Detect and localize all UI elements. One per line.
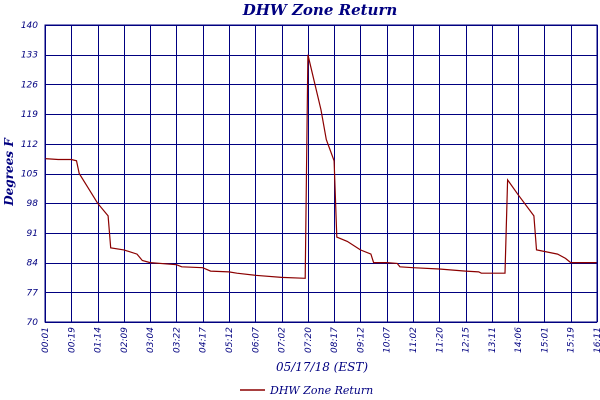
x-tick-label: 00:19 [67, 327, 77, 353]
x-tick-label: 15:01 [540, 327, 550, 353]
x-tick-label: 06:07 [251, 327, 261, 353]
x-tick-label: 01:14 [94, 327, 104, 353]
x-tick-label: 13:11 [488, 327, 498, 353]
y-tick-label: 112 [21, 140, 38, 150]
x-tick-label: 07:02 [278, 327, 288, 353]
y-tick-labels: 70 77 84 91 98 105 112 119 126 133 140 [21, 21, 38, 328]
x-axis-label: 05/17/18 (EST) [276, 360, 368, 374]
y-tick-label: 91 [27, 229, 38, 239]
x-tick-label: 11:02 [409, 327, 419, 353]
y-axis-label: Degrees F [2, 137, 16, 207]
legend-label: DHW Zone Return [269, 384, 373, 397]
x-tick-label: 16:11 [593, 327, 600, 353]
x-tick-label: 15:19 [567, 327, 577, 353]
y-tick-label: 98 [27, 199, 39, 209]
x-tick-label: 03:04 [146, 327, 156, 353]
x-tick-labels: 00:01 00:19 01:14 02:09 03:04 03:22 04:17 05:12… [41, 327, 600, 353]
x-tick-label: 02:09 [120, 327, 130, 353]
x-tick-label: 03:22 [172, 327, 182, 353]
y-tick-label: 105 [21, 170, 38, 180]
y-tick-label: 133 [21, 51, 38, 61]
series-lines [44, 54, 597, 279]
x-tick-label: 09:12 [356, 327, 366, 353]
x-tick-label: 14:06 [514, 327, 524, 353]
x-tick-label: 08:17 [330, 327, 340, 353]
y-tick-label: 84 [27, 259, 39, 269]
y-tick-label: 77 [27, 288, 39, 298]
x-tick-label: 10:07 [383, 327, 393, 353]
plot-frame [44, 24, 598, 323]
x-tick-label: 05:12 [225, 327, 235, 353]
y-tick-label: 119 [21, 110, 38, 120]
grid-lines [45, 25, 598, 323]
y-tick-label: 126 [21, 80, 38, 90]
x-tick-label: 00:01 [41, 327, 51, 353]
y-tick-label: 140 [21, 21, 38, 31]
series-line [44, 54, 597, 279]
x-tick-label: 04:17 [199, 327, 209, 353]
x-tick-label: 07:20 [304, 327, 314, 353]
chart-title: DHW Zone Return [242, 1, 398, 19]
legend: DHW Zone Return [240, 384, 373, 397]
x-tick-label: 12:15 [462, 327, 472, 353]
x-tick-label: 11:20 [435, 327, 445, 353]
y-tick-label: 70 [27, 318, 39, 328]
